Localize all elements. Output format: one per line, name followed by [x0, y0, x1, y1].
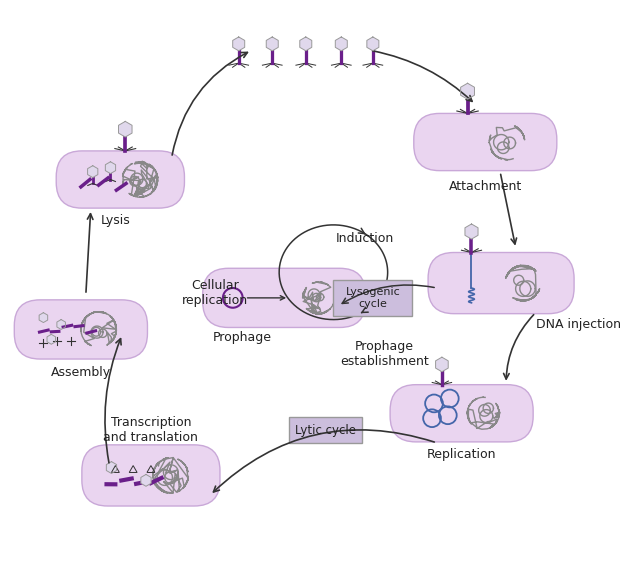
FancyBboxPatch shape [390, 385, 533, 442]
Text: Lysogenic
cycle: Lysogenic cycle [346, 287, 400, 309]
Polygon shape [106, 462, 116, 473]
FancyBboxPatch shape [14, 300, 147, 359]
FancyArrowPatch shape [342, 285, 435, 303]
Text: Cellular
replication: Cellular replication [182, 279, 248, 307]
Polygon shape [106, 162, 116, 173]
FancyArrowPatch shape [172, 53, 248, 155]
Polygon shape [88, 166, 98, 177]
Polygon shape [367, 37, 379, 51]
Polygon shape [141, 475, 151, 486]
FancyArrowPatch shape [248, 296, 285, 300]
Text: DNA injection: DNA injection [536, 318, 621, 331]
Text: Induction: Induction [336, 232, 394, 245]
Text: Prophage
establishment: Prophage establishment [340, 340, 429, 368]
FancyBboxPatch shape [56, 151, 184, 208]
FancyArrowPatch shape [214, 430, 435, 492]
Polygon shape [47, 335, 56, 344]
Polygon shape [57, 320, 65, 329]
Polygon shape [300, 37, 312, 51]
Polygon shape [461, 83, 474, 99]
FancyBboxPatch shape [82, 445, 220, 506]
FancyBboxPatch shape [333, 280, 412, 316]
FancyBboxPatch shape [414, 113, 557, 171]
FancyArrowPatch shape [500, 175, 516, 244]
Text: Transcription
and translation: Transcription and translation [104, 416, 198, 444]
FancyBboxPatch shape [203, 268, 365, 328]
Polygon shape [335, 37, 348, 51]
FancyBboxPatch shape [289, 417, 362, 443]
Polygon shape [436, 357, 448, 372]
Polygon shape [233, 37, 244, 51]
FancyArrowPatch shape [105, 339, 121, 463]
Text: Prophage: Prophage [213, 331, 272, 344]
Text: Replication: Replication [427, 448, 497, 461]
Polygon shape [39, 313, 47, 323]
Polygon shape [266, 37, 278, 51]
FancyBboxPatch shape [428, 253, 574, 314]
Text: Attachment: Attachment [449, 180, 522, 193]
Polygon shape [118, 121, 132, 137]
Text: Lysis: Lysis [100, 214, 131, 227]
FancyArrowPatch shape [86, 214, 93, 292]
Text: Assembly: Assembly [51, 366, 111, 379]
Text: Lytic cycle: Lytic cycle [295, 424, 356, 436]
FancyArrowPatch shape [504, 314, 534, 379]
Polygon shape [465, 224, 478, 239]
FancyArrowPatch shape [372, 51, 472, 101]
